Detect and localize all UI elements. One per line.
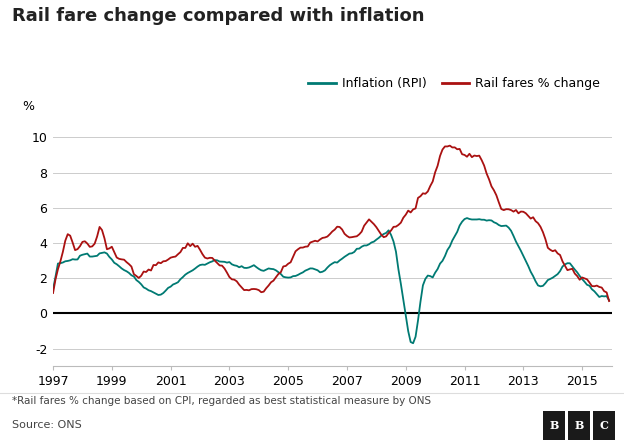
- Text: Source: ONS: Source: ONS: [12, 420, 82, 430]
- Text: B: B: [549, 420, 559, 431]
- Text: Rail fare change compared with inflation: Rail fare change compared with inflation: [12, 7, 425, 25]
- Legend: Inflation (RPI), Rail fares % change: Inflation (RPI), Rail fares % change: [303, 72, 605, 95]
- Text: *Rail fares % change based on CPI, regarded as best statistical measure by ONS: *Rail fares % change based on CPI, regar…: [12, 396, 432, 406]
- Text: B: B: [574, 420, 584, 431]
- Text: %: %: [22, 100, 34, 113]
- Text: C: C: [600, 420, 608, 431]
